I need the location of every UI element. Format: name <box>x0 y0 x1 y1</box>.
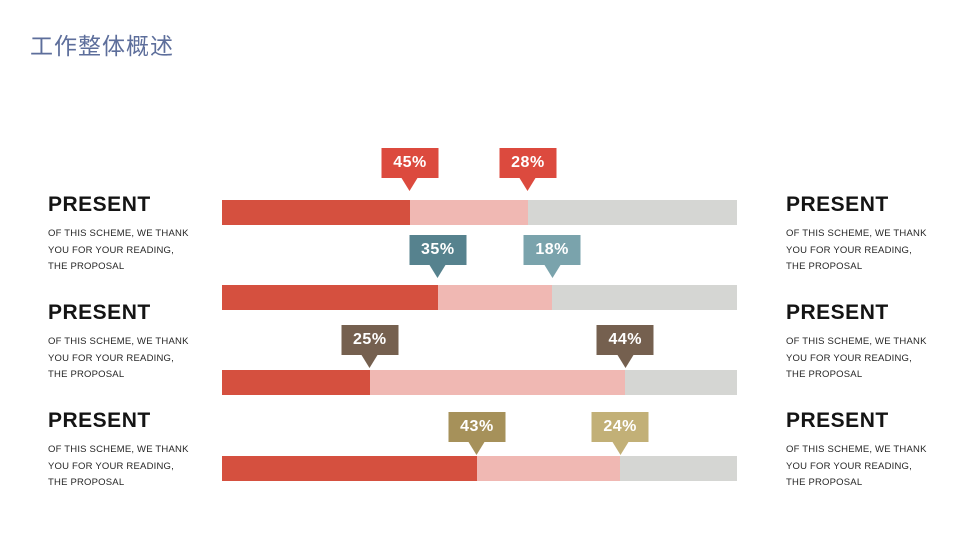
percentage-callout-35pct: 35% <box>409 235 467 278</box>
present-caption-line: THE PROPOSAL <box>48 261 125 272</box>
present-caption-line: THE PROPOSAL <box>48 477 125 488</box>
callout-label: 24% <box>603 418 637 435</box>
present-block-right-1: PRESENT OF THIS SCHEME, WE THANK YOU FOR Y… <box>786 193 960 276</box>
present-block-right-3: PRESENT OF THIS SCHEME, WE THANK YOU FOR Y… <box>786 409 960 492</box>
present-caption: OF THIS SCHEME, WE THANK YOU FOR YOUR REA… <box>48 226 226 276</box>
bar-segment-remainder <box>552 285 737 310</box>
bar-segment-secondary <box>476 456 621 481</box>
present-block-left-1: PRESENT OF THIS SCHEME, WE THANK YOU FOR Y… <box>48 193 226 276</box>
present-heading: PRESENT <box>786 193 889 216</box>
present-caption: OF THIS SCHEME, WE THANK YOU FOR YOUR REA… <box>786 442 960 492</box>
callout-label: 44% <box>608 331 642 348</box>
callout-pointer-icon <box>612 442 629 455</box>
percentage-callout-25pct: 25% <box>341 325 399 368</box>
bar-segment-remainder <box>527 200 737 225</box>
present-caption-line: OF THIS SCHEME, WE THANK <box>786 444 927 455</box>
callout-pointer-icon <box>361 355 378 368</box>
callout-pointer-icon <box>617 355 634 368</box>
callout-pointer-icon <box>519 178 536 191</box>
percentage-callout-45pct: 45% <box>381 148 439 191</box>
bar-row <box>222 456 737 481</box>
callout-label: 25% <box>353 331 387 348</box>
present-heading: PRESENT <box>48 409 151 432</box>
present-heading: PRESENT <box>48 301 151 324</box>
present-caption-line: THE PROPOSAL <box>786 477 863 488</box>
callout-label: 43% <box>460 418 494 435</box>
present-caption-line: THE PROPOSAL <box>48 369 125 380</box>
present-caption-line: OF THIS SCHEME, WE THANK <box>786 228 927 239</box>
bar-segment-primary <box>222 200 410 225</box>
callout-pointer-icon <box>468 442 485 455</box>
present-caption-line: YOU FOR YOUR READING, <box>786 352 912 364</box>
present-caption-line: OF THIS SCHEME, WE THANK <box>786 336 927 347</box>
present-caption-line: OF THIS SCHEME, WE THANK <box>48 228 189 239</box>
present-block-left-2: PRESENT OF THIS SCHEME, WE THANK YOU FOR Y… <box>48 301 226 384</box>
present-caption-line: YOU FOR YOUR READING, <box>786 460 912 472</box>
bar-segment-primary <box>222 456 477 481</box>
present-caption-line: THE PROPOSAL <box>786 369 863 380</box>
present-caption: OF THIS SCHEME, WE THANK YOU FOR YOUR REA… <box>786 334 960 384</box>
present-caption-line: OF THIS SCHEME, WE THANK <box>48 336 189 347</box>
present-caption: OF THIS SCHEME, WE THANK YOU FOR YOUR REA… <box>786 226 960 276</box>
bar-segment-secondary <box>409 200 528 225</box>
percentage-callout-44pct: 44% <box>596 325 654 368</box>
slide-title: 工作整体概述 <box>30 33 174 59</box>
callout-pointer-icon <box>401 178 418 191</box>
bar-segment-remainder <box>625 370 737 395</box>
percentage-callout-28pct: 28% <box>499 148 557 191</box>
bar-segment-primary <box>222 285 438 310</box>
bar-segment-secondary <box>437 285 553 310</box>
bar-segment-secondary <box>369 370 626 395</box>
bar-segment-primary <box>222 370 370 395</box>
present-caption-line: YOU FOR YOUR READING, <box>48 244 174 256</box>
present-caption-line: OF THIS SCHEME, WE THANK <box>48 444 189 455</box>
callout-label: 28% <box>511 154 545 171</box>
percentage-callout-43pct: 43% <box>448 412 506 455</box>
present-heading: PRESENT <box>48 193 151 216</box>
present-caption: OF THIS SCHEME, WE THANK YOU FOR YOUR REA… <box>48 334 226 384</box>
bar-row <box>222 370 737 395</box>
present-caption-line: YOU FOR YOUR READING, <box>786 244 912 256</box>
callout-pointer-icon <box>544 265 561 278</box>
callout-label: 18% <box>535 241 569 258</box>
present-caption-line: THE PROPOSAL <box>786 261 863 272</box>
present-caption-line: YOU FOR YOUR READING, <box>48 352 174 364</box>
bar-segment-remainder <box>620 456 737 481</box>
present-block-left-3: PRESENT OF THIS SCHEME, WE THANK YOU FOR Y… <box>48 409 226 492</box>
callout-label: 45% <box>393 154 427 171</box>
percentage-callout-24pct: 24% <box>591 412 649 455</box>
percentage-callout-18pct: 18% <box>523 235 581 278</box>
present-heading: PRESENT <box>786 409 889 432</box>
present-caption-line: YOU FOR YOUR READING, <box>48 460 174 472</box>
present-block-right-2: PRESENT OF THIS SCHEME, WE THANK YOU FOR Y… <box>786 301 960 384</box>
present-caption: OF THIS SCHEME, WE THANK YOU FOR YOUR REA… <box>48 442 226 492</box>
callout-pointer-icon <box>429 265 446 278</box>
bar-row <box>222 285 737 310</box>
present-heading: PRESENT <box>786 301 889 324</box>
bar-row <box>222 200 737 225</box>
callout-label: 35% <box>421 241 455 258</box>
